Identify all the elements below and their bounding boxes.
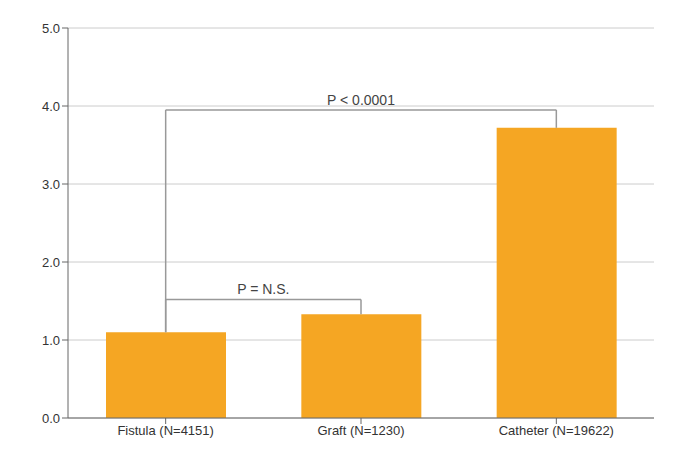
svg-text:5.0: 5.0: [42, 21, 60, 36]
svg-text:Graft (N=1230): Graft (N=1230): [317, 423, 404, 438]
svg-text:1.0: 1.0: [42, 333, 60, 348]
svg-text:2.0: 2.0: [42, 255, 60, 270]
svg-text:Catheter (N=19622): Catheter (N=19622): [499, 423, 614, 438]
svg-text:P = N.S.: P = N.S.: [237, 281, 289, 297]
svg-text:Fistula (N=4151): Fistula (N=4151): [117, 423, 213, 438]
svg-text:3.0: 3.0: [42, 177, 60, 192]
svg-text:0.0: 0.0: [42, 411, 60, 426]
svg-text:P < 0.0001: P < 0.0001: [327, 92, 395, 108]
svg-text:4.0: 4.0: [42, 99, 60, 114]
